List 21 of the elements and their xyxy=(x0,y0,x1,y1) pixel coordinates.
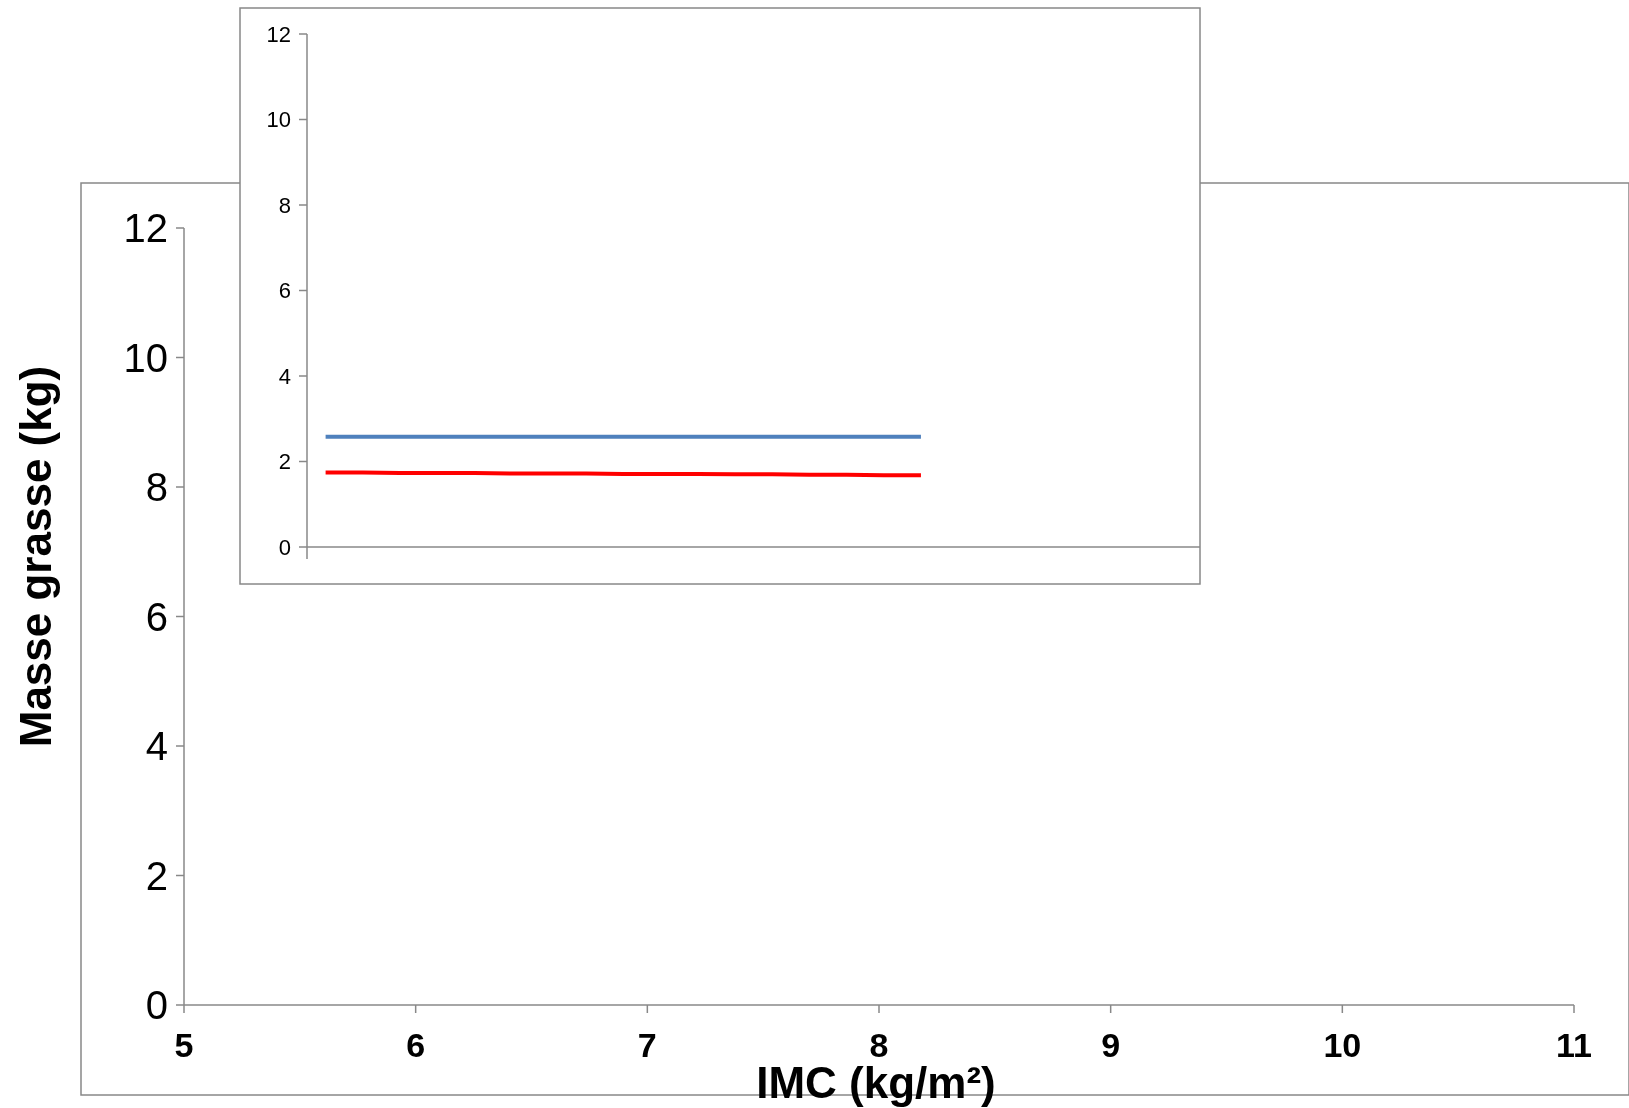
y-tick-label: 8 xyxy=(278,192,291,218)
x-tick-label: 9 xyxy=(1101,1026,1121,1064)
y-tick-label: 4 xyxy=(278,363,291,389)
y-tick-label: 10 xyxy=(266,107,291,133)
y-tick-label: 6 xyxy=(145,594,168,639)
x-tick-label: 10 xyxy=(1323,1026,1362,1064)
x-tick-label: 6 xyxy=(406,1026,426,1064)
y-tick-label: 4 xyxy=(145,724,168,768)
y-axis-title: Masse grasse (kg) xyxy=(11,365,60,748)
y-tick-label: 0 xyxy=(278,534,291,560)
y-tick-label: 2 xyxy=(278,449,291,475)
y-tick-label: 2 xyxy=(145,853,168,898)
x-tick-label: 11 xyxy=(1556,1026,1592,1064)
x-tick-label: 7 xyxy=(637,1026,657,1064)
x-tick-label: 5 xyxy=(174,1026,194,1064)
y-tick-label: 10 xyxy=(123,335,168,380)
y-tick-label: 8 xyxy=(145,465,168,509)
y-tick-label: 0 xyxy=(145,983,168,1027)
y-tick-label: 12 xyxy=(266,21,291,47)
y-tick-label: 6 xyxy=(278,278,291,304)
y-tick-label: 12 xyxy=(123,206,168,250)
